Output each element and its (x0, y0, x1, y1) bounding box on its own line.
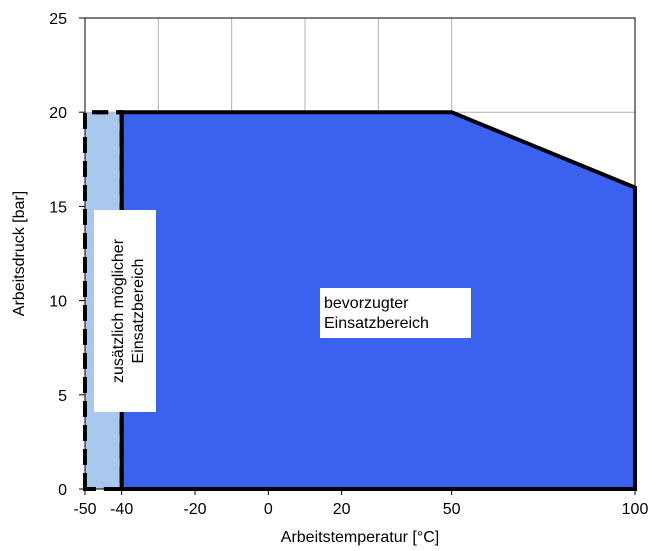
x-tick-label: -50 (73, 501, 96, 518)
x-tick-label: 0 (264, 501, 273, 518)
region-additional-label: zusätzlich möglicher Einsatzbereich (94, 210, 156, 412)
region-additional-label-line: zusätzlich möglicher (110, 238, 127, 383)
x-tick-label: 50 (443, 501, 461, 518)
plot-frame (84, 17, 636, 490)
y-tick-label: 20 (49, 105, 67, 122)
y-tick-label: 15 (49, 199, 67, 216)
region-preferred-label-box (320, 288, 471, 338)
x-axis-ticks: -50 -40 -20 0 20 50 100 (73, 489, 648, 518)
region-additional-label-line: Einsatzbereich (130, 259, 147, 364)
x-tick-label: -40 (110, 501, 133, 518)
x-tick-label: -20 (183, 501, 206, 518)
x-tick-label: 20 (333, 501, 351, 518)
x-tick-label: 100 (622, 501, 649, 518)
region-labels: zusätzlich möglicher Einsatzbereich bevorz… (94, 210, 471, 412)
y-tick-label: 25 (49, 11, 67, 28)
x-axis-title: Arbeitstemperatur [°C] (281, 529, 439, 546)
region-preferred-label: bevorzugter Einsatzbereich (320, 288, 471, 338)
y-axis-title: Arbeitsdruck [bar] (11, 191, 28, 316)
y-axis-ticks: 0 5 10 15 20 25 (49, 11, 85, 499)
region-additional-label-box (94, 210, 156, 412)
y-tick-label: 0 (58, 482, 67, 499)
region-preferred-label-line: bevorzugter (324, 295, 409, 312)
y-tick-label: 5 (58, 388, 67, 405)
region-preferred-label-line: Einsatzbereich (324, 315, 429, 332)
y-tick-label: 10 (49, 294, 67, 311)
